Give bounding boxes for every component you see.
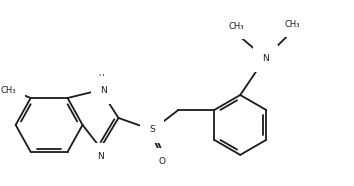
Text: N: N <box>101 86 107 94</box>
Text: H: H <box>99 74 104 83</box>
Text: N: N <box>97 152 104 161</box>
Text: S: S <box>149 125 155 134</box>
Text: N: N <box>262 54 269 62</box>
Text: CH₃: CH₃ <box>284 20 300 29</box>
Text: CH₃: CH₃ <box>228 22 244 31</box>
Text: CH₃: CH₃ <box>1 86 16 94</box>
Text: O: O <box>159 157 166 166</box>
